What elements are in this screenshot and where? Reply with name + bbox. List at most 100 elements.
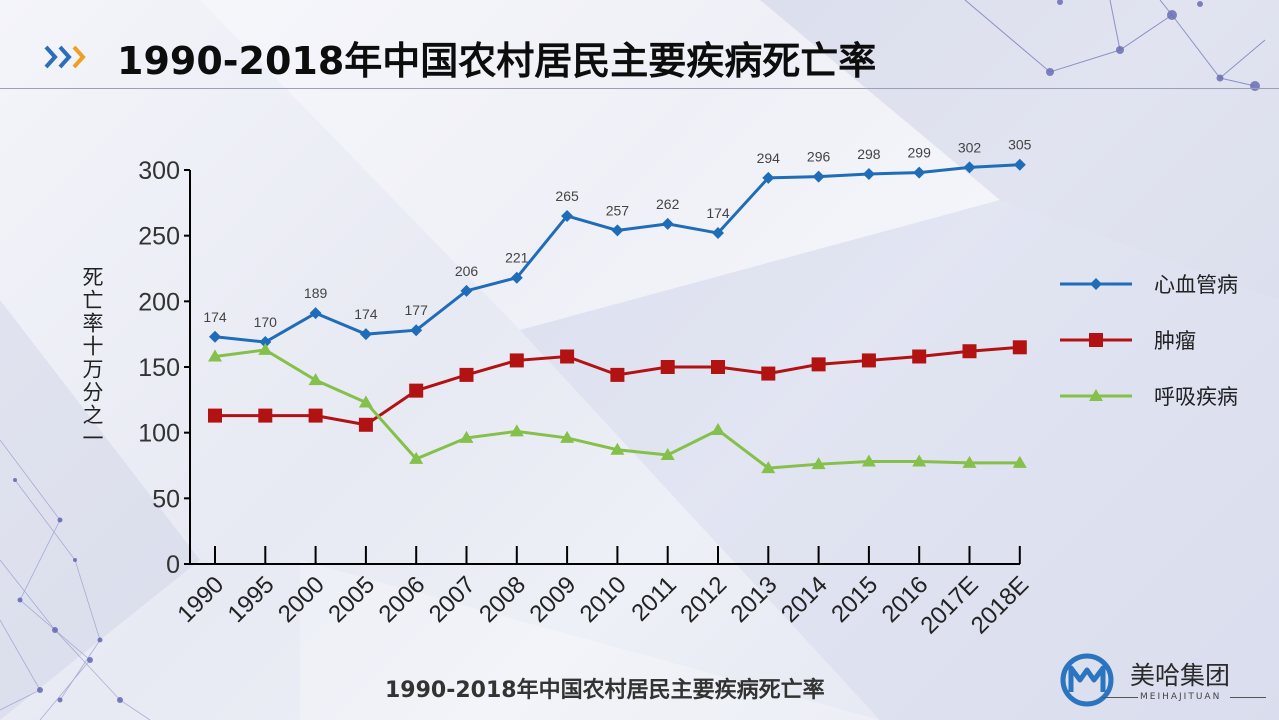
legend-label: 呼吸疾病 [1154, 385, 1238, 409]
y-tick-label: 200 [138, 288, 180, 316]
data-point [762, 171, 775, 184]
header-divider [0, 88, 1279, 89]
data-point [208, 349, 222, 362]
data-point [963, 161, 976, 174]
y-tick-label: 100 [138, 420, 180, 448]
data-label: 262 [656, 196, 680, 212]
data-point [560, 430, 575, 443]
y-tick-label: 0 [166, 551, 180, 579]
data-point [561, 209, 574, 222]
data-point [258, 408, 273, 423]
x-tick-label: 1995 [223, 571, 280, 628]
data-point [912, 454, 927, 467]
data-point [660, 360, 675, 374]
data-point [811, 457, 826, 470]
data-label: 298 [857, 146, 881, 162]
data-point [359, 328, 372, 341]
data-point [862, 167, 875, 180]
series-line [215, 345, 1020, 427]
data-label: 257 [606, 202, 630, 218]
brand-logo-icon [1060, 653, 1114, 707]
x-tick-label: 2007 [424, 571, 481, 628]
data-label: 296 [807, 149, 831, 165]
x-tick-label: 2005 [323, 571, 380, 628]
data-point [409, 383, 424, 398]
x-tick-label: 2012 [675, 571, 732, 628]
x-tick-label: 2011 [626, 571, 682, 627]
data-point [661, 217, 674, 230]
data-label: 174 [706, 205, 730, 221]
data-point [410, 324, 423, 337]
data-point [209, 330, 221, 343]
data-point [711, 360, 725, 374]
chart-data-labels: 174 170 189 174 177 206 221 265 257 262 174 294 296 2… [203, 137, 1031, 330]
data-point [309, 307, 322, 320]
x-tick-label: 2008 [474, 571, 531, 628]
legend-marker [1089, 333, 1103, 347]
data-label: 265 [555, 188, 579, 204]
page-title: 1990-2018年中国农村居民主要疾病死亡率 [117, 39, 877, 83]
x-tick-label: 2015 [826, 571, 883, 628]
data-point [509, 353, 524, 368]
data-point [610, 442, 625, 455]
y-axis-title: 死亡率十万分之一 [80, 266, 104, 450]
data-point [509, 424, 524, 437]
legend-marker [1090, 278, 1102, 290]
brand-latin-name: MEIHAJITUAN [1140, 692, 1222, 702]
x-tick-label: 2018E [966, 571, 1034, 639]
data-point [459, 367, 474, 382]
data-point [611, 224, 624, 237]
x-tick-label: 2014 [776, 571, 833, 628]
legend-label: 肿瘤 [1154, 329, 1196, 353]
data-point [660, 447, 675, 460]
data-point [1012, 340, 1027, 355]
chart-caption: 1990-2018年中国农村居民主要疾病死亡率 [385, 678, 825, 703]
data-point [861, 454, 876, 467]
data-label: 206 [455, 263, 479, 279]
series-1 [208, 340, 1027, 432]
data-point [308, 408, 323, 423]
data-point [460, 284, 473, 297]
data-point [1012, 455, 1027, 468]
data-point [258, 342, 273, 355]
data-point [308, 373, 323, 386]
data-label: 189 [304, 285, 328, 301]
series-line [214, 163, 1020, 344]
data-point [962, 344, 977, 359]
data-label: 305 [1008, 137, 1032, 153]
data-point [761, 461, 776, 474]
data-point [812, 170, 825, 183]
data-point [208, 408, 222, 423]
y-tick-label: 150 [138, 354, 180, 382]
data-point [510, 271, 523, 284]
data-label: 302 [958, 139, 982, 155]
x-tick-label: 2006 [374, 571, 431, 628]
data-label: 170 [254, 314, 278, 330]
data-label: 299 [908, 145, 932, 161]
header: 1990-2018年中国农村居民主要疾病死亡率 [0, 0, 1279, 88]
brand-rule-right [1230, 697, 1266, 698]
x-tick-label: 2010 [575, 571, 632, 628]
data-point [610, 367, 625, 382]
brand-name: 美哈集团 [1130, 661, 1231, 690]
data-point [811, 357, 826, 372]
data-label: 294 [757, 150, 781, 166]
data-point [712, 227, 724, 240]
data-point [761, 366, 776, 381]
data-point [459, 430, 474, 443]
data-point [861, 353, 876, 368]
y-tick-label: 50 [152, 485, 180, 513]
data-point [1013, 158, 1026, 171]
data-point [259, 336, 272, 349]
x-tick-label: 2009 [524, 571, 581, 628]
data-point [962, 455, 977, 468]
chart-series [208, 158, 1027, 474]
data-point [560, 349, 575, 364]
legend-label: 心血管病 [1154, 273, 1238, 297]
x-tick-label: 2000 [273, 571, 330, 628]
series-0 [209, 158, 1026, 349]
data-point [912, 349, 927, 364]
